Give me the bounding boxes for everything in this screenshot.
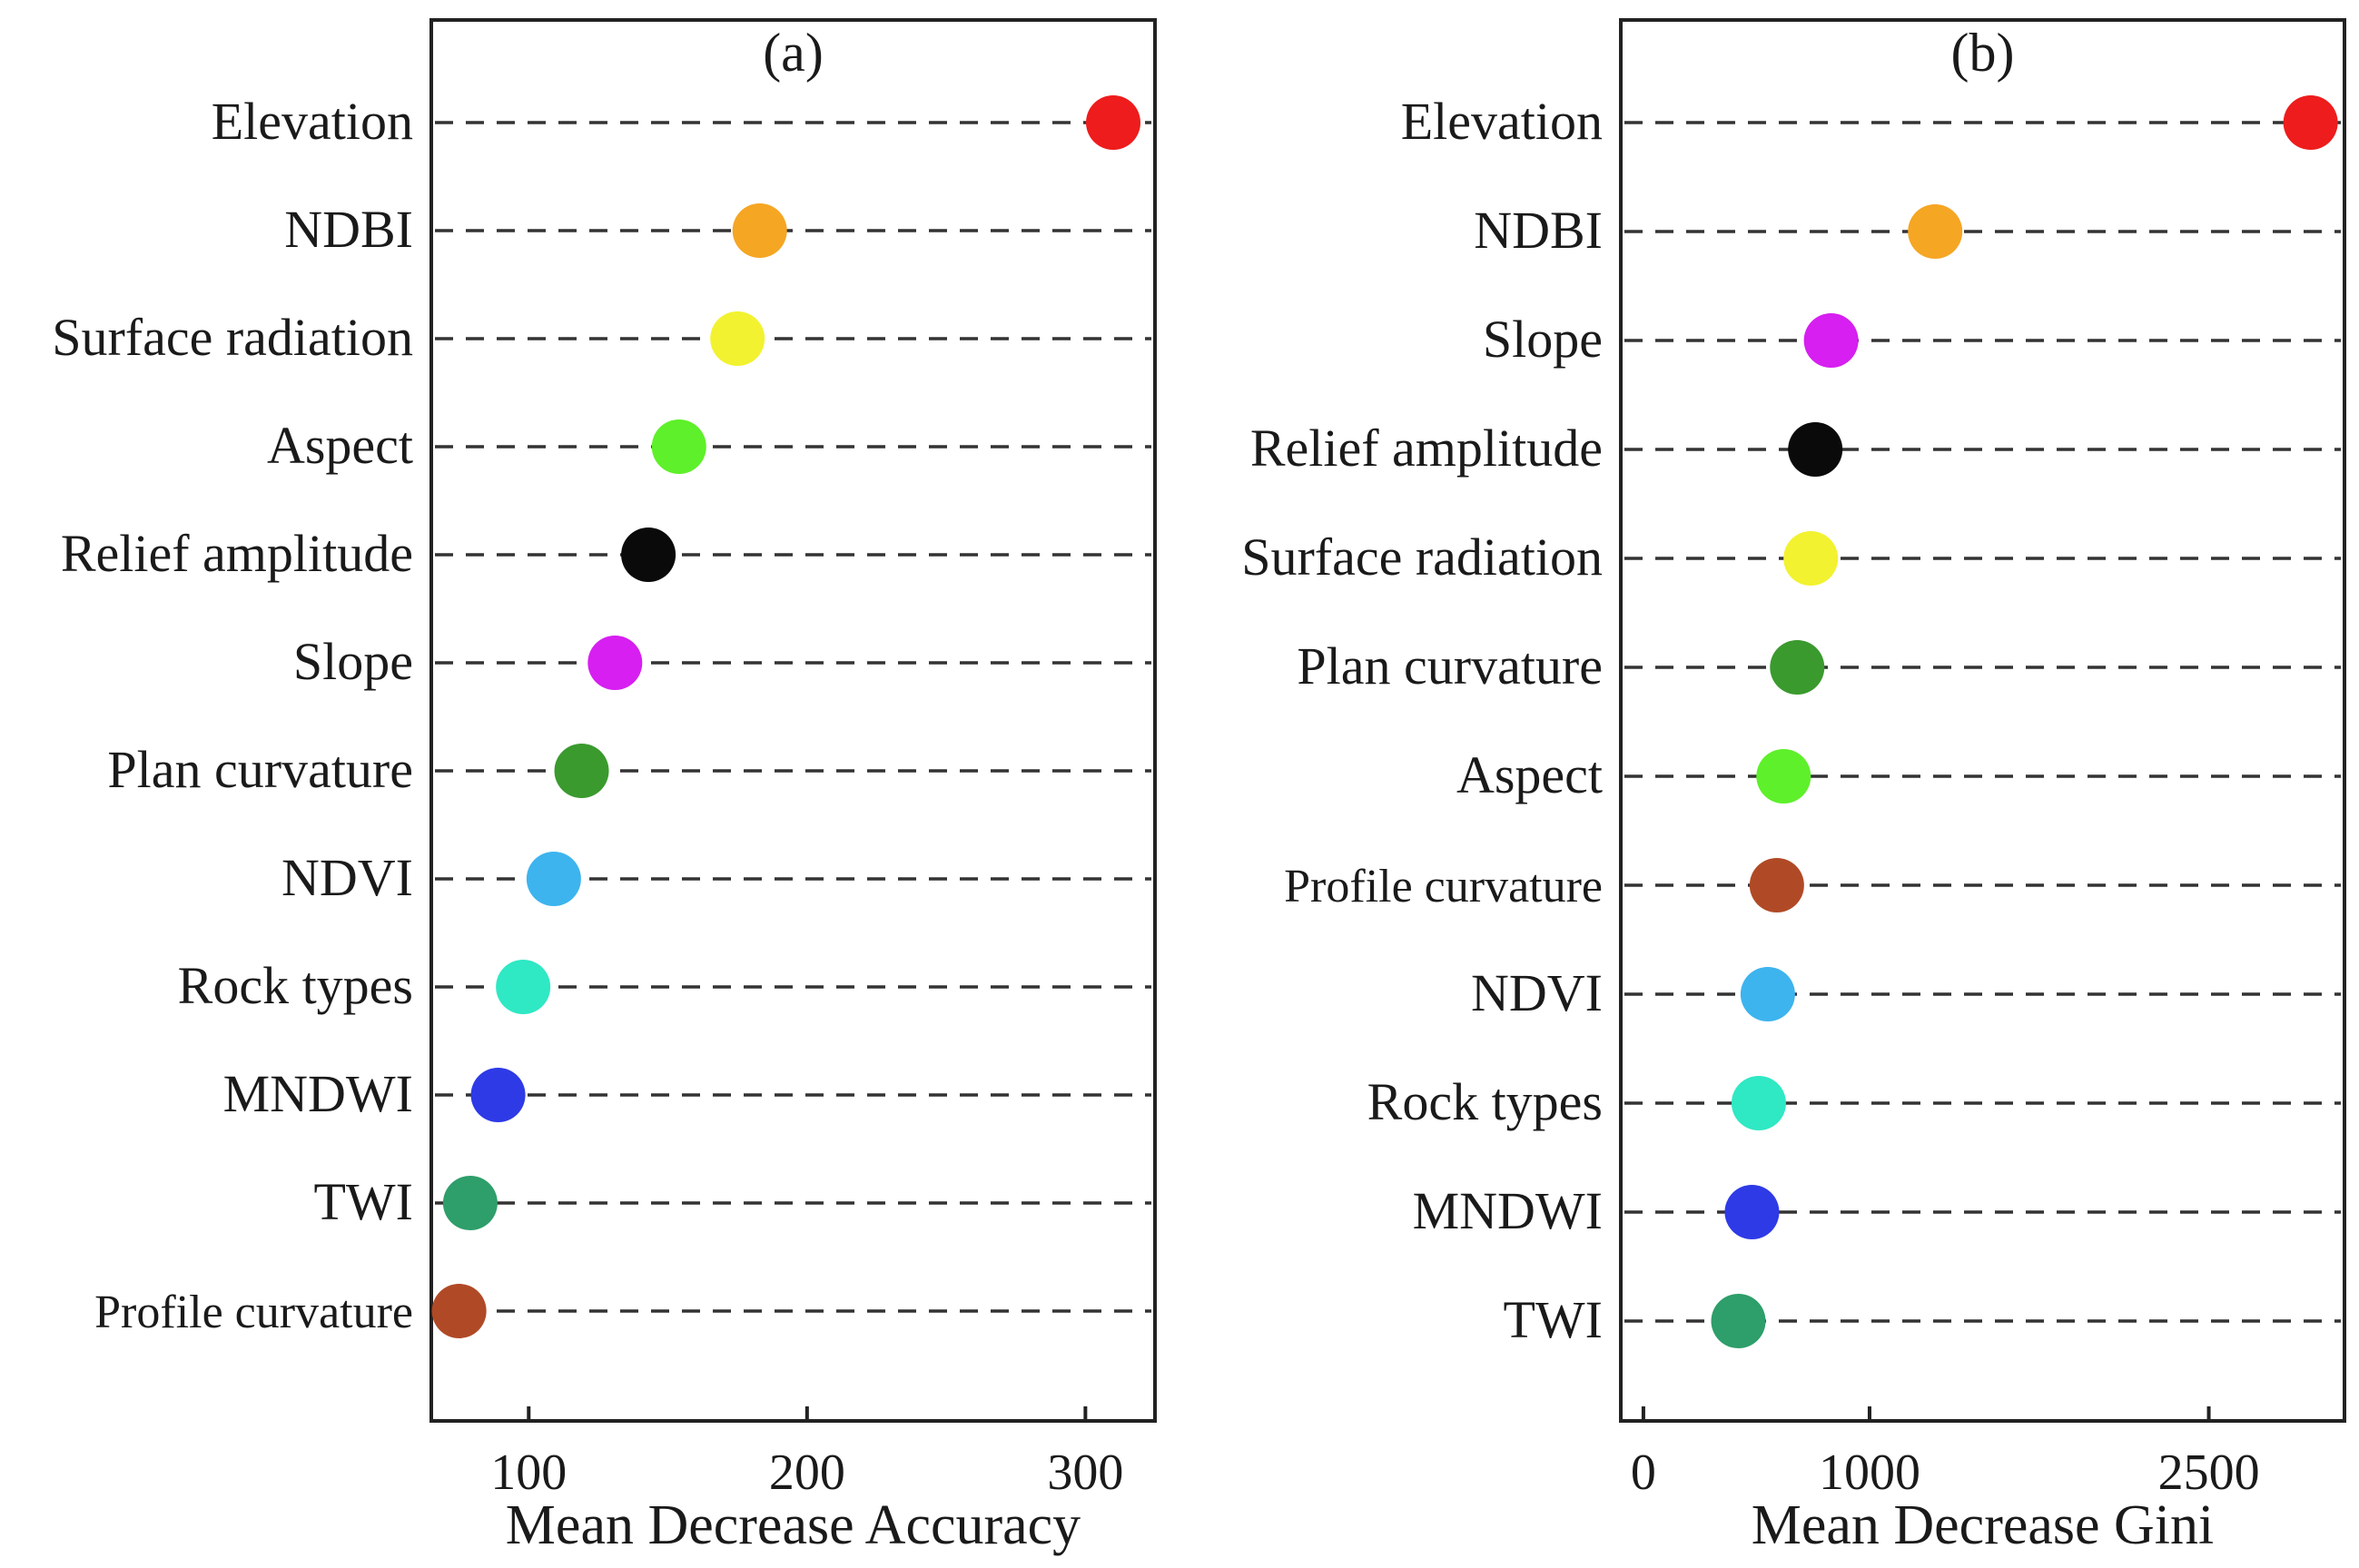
x-tick-label: 100 <box>490 1445 567 1501</box>
data-point <box>621 528 676 582</box>
data-point <box>554 744 609 798</box>
category-label: Slope <box>1483 310 1603 369</box>
data-point <box>587 636 643 690</box>
category-label: MNDWI <box>1413 1181 1603 1240</box>
data-point <box>1086 95 1141 150</box>
category-label: Elevation <box>212 92 413 151</box>
category-label: Aspect <box>267 416 413 475</box>
data-point <box>1783 531 1839 586</box>
data-point <box>1740 967 1795 1021</box>
category-label: NDVI <box>1471 963 1603 1022</box>
category-label: TWI <box>1504 1290 1604 1349</box>
category-label: NDBI <box>1474 201 1603 260</box>
category-label: Profile curvature <box>1284 861 1603 912</box>
panel-label: (a) <box>763 23 824 83</box>
category-label: TWI <box>314 1172 414 1231</box>
panel-b: (b) Elevation NDBI Slope Relief amplitude Sur… <box>1241 18 2346 1556</box>
category-label: NDVI <box>281 848 413 907</box>
x-tick-label: 0 <box>1631 1445 1656 1501</box>
category-label: Surface radiation <box>52 308 413 367</box>
category-label: Elevation <box>1401 92 1603 151</box>
data-point <box>651 419 706 474</box>
data-point <box>1803 313 1859 368</box>
panel-a: (a) Elevation NDBI Surface radiation Aspect R… <box>52 18 1157 1556</box>
data-point <box>1711 1294 1766 1348</box>
data-point <box>1724 1185 1780 1239</box>
data-point <box>1731 1076 1786 1130</box>
x-tick-label: 300 <box>1047 1445 1123 1501</box>
plot-frame <box>429 18 1157 1423</box>
data-point <box>526 852 581 906</box>
plot-frame <box>1619 18 2346 1423</box>
data-point <box>496 960 551 1014</box>
data-point <box>1908 204 1963 259</box>
data-point <box>710 311 765 366</box>
data-point <box>1749 858 1804 912</box>
x-tick-label: 200 <box>769 1445 845 1501</box>
category-label: Rock types <box>1367 1072 1603 1131</box>
category-label: Relief amplitude <box>61 524 413 583</box>
category-label: MNDWI <box>223 1064 413 1123</box>
category-label: Plan curvature <box>107 740 413 799</box>
category-label: Surface radiation <box>1241 528 1603 587</box>
data-point <box>431 1284 487 1338</box>
data-point <box>2283 95 2338 150</box>
data-point <box>1770 640 1825 695</box>
category-label: Rock types <box>178 956 413 1015</box>
x-axis-title: Mean Decrease Gini <box>1752 1494 2215 1556</box>
data-point <box>1756 749 1811 804</box>
x-axis-title: Mean Decrease Accuracy <box>506 1494 1081 1556</box>
category-label: Aspect <box>1456 745 1603 804</box>
data-point <box>442 1176 498 1230</box>
data-point <box>1788 422 1843 477</box>
category-label: Slope <box>293 632 413 691</box>
category-label: NDBI <box>284 200 413 259</box>
x-tick-label: 2500 <box>2158 1445 2260 1501</box>
x-tick-label: 1000 <box>1819 1445 1920 1501</box>
data-point <box>470 1068 526 1122</box>
category-label: Profile curvature <box>94 1287 413 1338</box>
data-point <box>732 203 787 258</box>
panel-label: (b) <box>1951 23 2015 83</box>
category-label: Relief amplitude <box>1250 419 1603 478</box>
category-label: Plan curvature <box>1297 636 1603 695</box>
